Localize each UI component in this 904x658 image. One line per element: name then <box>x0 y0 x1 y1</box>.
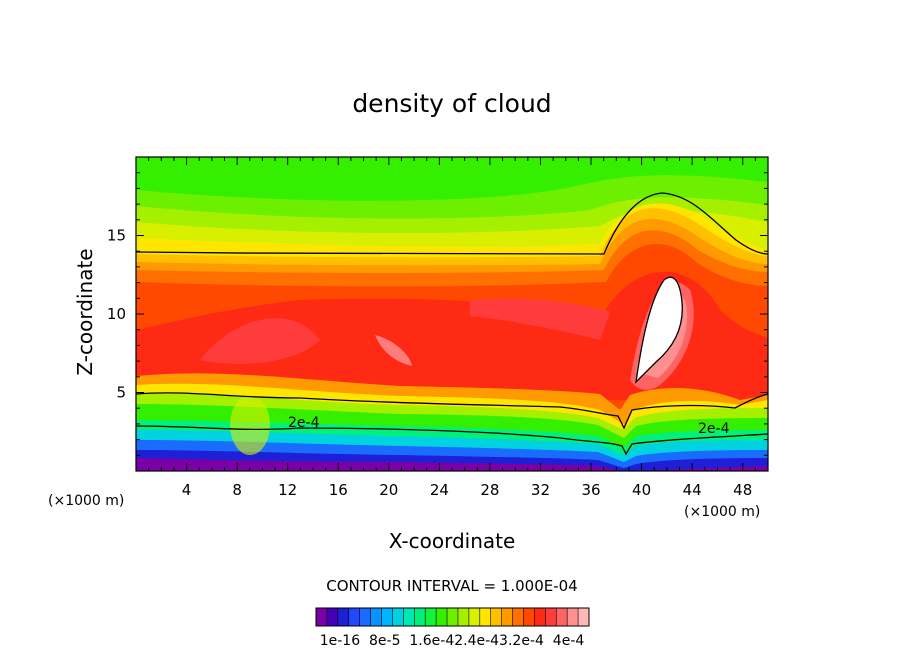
colorbar-swatch <box>578 608 590 626</box>
colorbar-swatch <box>381 608 393 626</box>
chart-title: density of cloud <box>352 89 551 118</box>
colorbar-swatch <box>523 608 535 626</box>
contour-interval: CONTOUR INTERVAL = 1.000E-04 <box>326 577 577 595</box>
y-axis-title: Z-coordinate <box>73 248 97 375</box>
x-tick-label: 48 <box>733 481 752 499</box>
colorbar-swatch <box>348 608 361 626</box>
colorbar-swatch <box>512 608 524 626</box>
colorbar-swatch <box>545 608 557 626</box>
x-unit-label: (×1000 m) <box>684 504 760 520</box>
colorbar-swatch <box>479 608 492 626</box>
colorbar-swatch <box>447 608 459 626</box>
y-tick-label: 10 <box>107 305 126 323</box>
colorbar-swatch <box>359 608 372 626</box>
x-tick-label: 24 <box>430 481 449 499</box>
x-tick-label: 36 <box>581 481 600 499</box>
colorbar-swatch <box>370 608 383 626</box>
colorbar-swatch <box>534 608 546 626</box>
colorbar-swatch <box>436 608 448 626</box>
colorbar-swatch <box>468 608 481 626</box>
colorbar-frame <box>315 607 590 627</box>
x-tick-label: 28 <box>480 481 499 499</box>
colorbar-swatch <box>414 608 426 626</box>
colorbar-labels: 1e-16 8e-5 1.6e-42.4e-43.2e-4 4e-4 <box>320 633 585 649</box>
x-tick-label: 40 <box>632 481 651 499</box>
z-unit-label: (×1000 m) <box>48 493 124 509</box>
x-tick-label: 12 <box>278 481 297 499</box>
contour-label: 2e-4 <box>288 415 320 431</box>
colorbar-swatch <box>457 608 470 626</box>
x-tick-label: 20 <box>379 481 398 499</box>
colorbar-swatch <box>392 608 404 626</box>
x-axis: 4 8 12 16 20 24 28 32 36 40 44 48 <box>148 157 756 499</box>
colorbar-swatch <box>567 608 579 626</box>
plot-field <box>136 157 768 471</box>
x-tick-label: 8 <box>232 481 242 499</box>
x-axis-title: X-coordinate <box>389 529 516 553</box>
y-axis: 5 10 15 <box>107 172 768 456</box>
x-tick-label: 32 <box>531 481 550 499</box>
contour-label: 2e-4 <box>698 421 730 437</box>
colorbar-swatch <box>403 608 415 626</box>
colorbar-swatch <box>490 608 503 626</box>
y-tick-label: 5 <box>116 384 126 402</box>
colorbar-swatch <box>326 608 339 626</box>
colorbar-swatch <box>316 608 328 626</box>
x-tick-label: 44 <box>683 481 702 499</box>
colorbar-swatch <box>501 608 514 626</box>
colorbar-swatch <box>556 608 568 626</box>
colorbar-swatch <box>425 608 437 626</box>
colorbar-swatch <box>337 608 350 626</box>
x-tick-label: 4 <box>182 481 192 499</box>
x-tick-label: 16 <box>329 481 348 499</box>
colorbar <box>316 608 590 626</box>
y-tick-label: 15 <box>107 227 126 245</box>
